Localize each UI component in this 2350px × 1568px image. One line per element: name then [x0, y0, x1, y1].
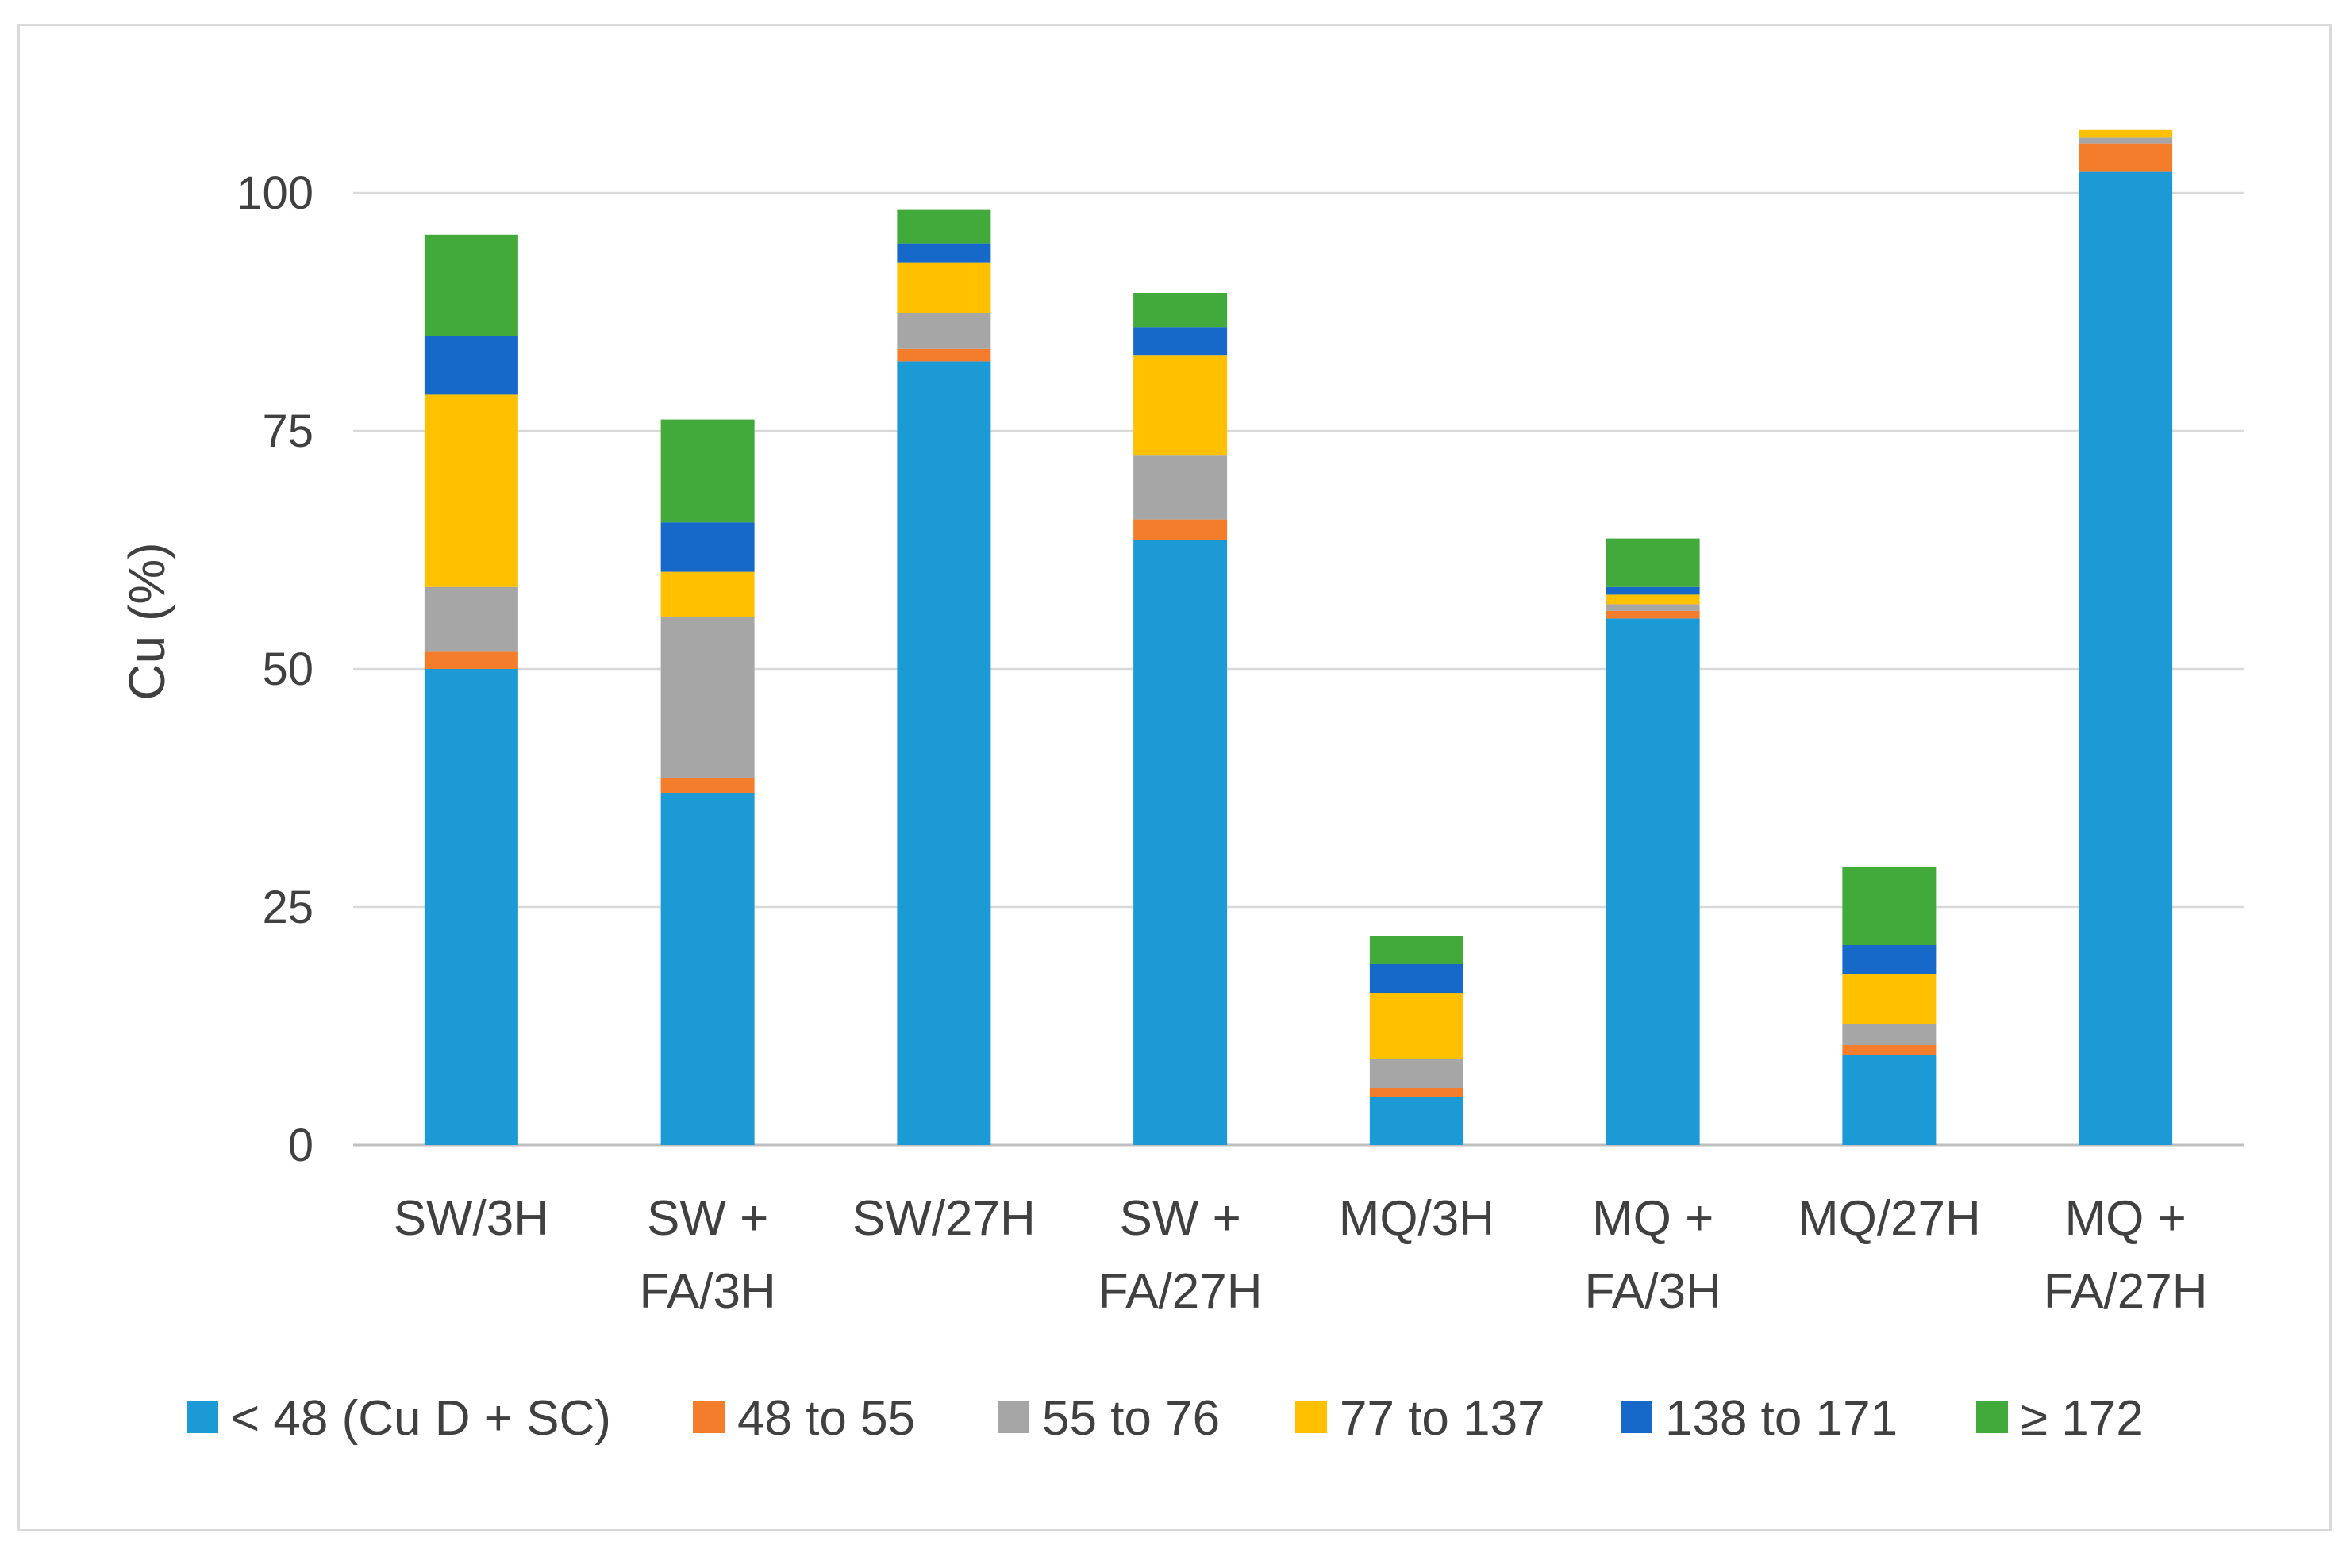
x-category-label: FA/3H: [1584, 1264, 1721, 1319]
bar-segment: [424, 336, 518, 395]
bar-segment: [1842, 1045, 1937, 1055]
bar-segment: [1369, 993, 1463, 1059]
bar-segment: [897, 361, 991, 1145]
legend-label: 138 to 171: [1665, 1391, 1898, 1446]
bar-segment: [424, 234, 518, 336]
bar-segment: [1606, 610, 1700, 619]
bar-segment: [660, 617, 755, 778]
legend-label: < 48 (Cu D + SC): [231, 1391, 611, 1446]
bar-segment: [1369, 1088, 1463, 1097]
bar-segment: [1369, 936, 1463, 964]
bar-segment: [2079, 137, 2173, 144]
bar-segment: [897, 313, 991, 349]
bar-segment: [1842, 1055, 1937, 1145]
bar-segment: [2079, 171, 2173, 1146]
y-tick-label: 100: [237, 167, 313, 219]
bar-segment: [1133, 327, 1228, 356]
bar-segment: [424, 394, 518, 587]
x-category-label: SW/3H: [394, 1191, 549, 1246]
bar-segment: [1606, 586, 1700, 595]
bar-segment: [660, 793, 755, 1145]
bar-segment: [897, 209, 991, 244]
legend-swatch: [998, 1401, 1029, 1433]
x-category-label: MQ +: [1592, 1191, 1713, 1246]
bar-segment: [1133, 455, 1228, 520]
bar-segment: [1606, 618, 1700, 1145]
x-axis-categories: SW/3H SW + FA/3H SW/27H SW + FA/27H MQ/3H MQ + F…: [394, 1191, 2208, 1319]
y-axis-ticks: 0 25 50 75 100: [237, 167, 313, 1171]
x-category-label: FA/27H: [2044, 1264, 2208, 1319]
bar-segment: [1606, 604, 1700, 611]
x-category-label: SW/27H: [852, 1191, 1036, 1246]
legend-swatch: [1295, 1401, 1327, 1433]
legend: < 48 (Cu D + SC) 48 to 55 55 to 76 77 to 13…: [187, 1391, 2144, 1446]
bar-segment: [1606, 594, 1700, 605]
legend-swatch: [1976, 1401, 2008, 1433]
bar-segment: [1133, 293, 1228, 328]
y-tick-label: 25: [262, 882, 313, 933]
legend-label: ≥ 172: [2021, 1391, 2144, 1446]
y-tick-label: 0: [288, 1120, 313, 1171]
bar-segment: [897, 348, 991, 362]
bar-segment: [1133, 540, 1228, 1145]
bar-segment: [424, 669, 518, 1145]
bar-segment: [1842, 867, 1937, 945]
x-category-label: FA/27H: [1098, 1264, 1263, 1319]
bar-segment: [1369, 964, 1463, 993]
bar-segment: [1842, 1024, 1937, 1045]
bar-segment: [1133, 355, 1228, 456]
bar-segment: [424, 651, 518, 669]
bar-segment: [1842, 974, 1937, 1024]
legend-label: 77 to 137: [1340, 1391, 1545, 1446]
bar-segment: [660, 778, 755, 793]
legend-swatch: [1621, 1401, 1652, 1433]
bar-segment: [660, 419, 755, 523]
legend-label: 55 to 76: [1042, 1391, 1220, 1446]
x-category-label: FA/3H: [639, 1264, 775, 1319]
legend-label: 48 to 55: [737, 1391, 915, 1446]
stacked-bar-chart: 0 25 50 75 100 SW/3H SW + FA/3H SW/27H SW + FA/27…: [118, 129, 2244, 1446]
bar-segment: [1133, 519, 1228, 540]
y-tick-label: 75: [262, 405, 313, 457]
bar-segment: [1606, 538, 1700, 587]
chart-frame: 0 25 50 75 100 SW/3H SW + FA/3H SW/27H SW + FA/27…: [17, 24, 2332, 1531]
bar-segment: [1369, 1097, 1463, 1145]
bar-segment: [660, 522, 755, 572]
x-category-label: MQ +: [2064, 1191, 2186, 1246]
legend-swatch: [187, 1401, 218, 1433]
y-tick-label: 50: [262, 644, 313, 695]
x-category-label: SW +: [1119, 1191, 1240, 1246]
bars: [424, 129, 2173, 1146]
bar-segment: [897, 262, 991, 313]
bar-segment: [2079, 129, 2173, 138]
bar-segment: [1369, 1059, 1463, 1088]
y-axis-title: Cu (%): [118, 542, 175, 700]
legend-swatch: [693, 1401, 725, 1433]
x-category-label: MQ/3H: [1339, 1191, 1494, 1246]
bar-segment: [2079, 143, 2173, 172]
bar-segment: [660, 571, 755, 617]
bar-segment: [897, 243, 991, 263]
gridlines: [353, 191, 2244, 1147]
x-category-label: MQ/27H: [1798, 1191, 1981, 1246]
x-category-label: SW +: [647, 1191, 768, 1246]
bar-segment: [424, 586, 518, 652]
bar-segment: [1842, 945, 1937, 974]
